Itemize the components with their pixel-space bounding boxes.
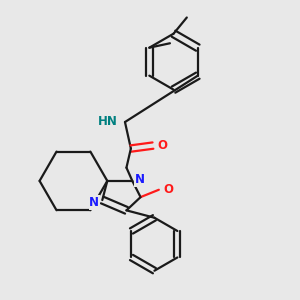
Text: O: O — [163, 183, 173, 196]
Text: N: N — [135, 173, 145, 186]
Text: HN: HN — [98, 115, 118, 128]
Text: O: O — [158, 139, 167, 152]
Text: N: N — [89, 196, 99, 209]
